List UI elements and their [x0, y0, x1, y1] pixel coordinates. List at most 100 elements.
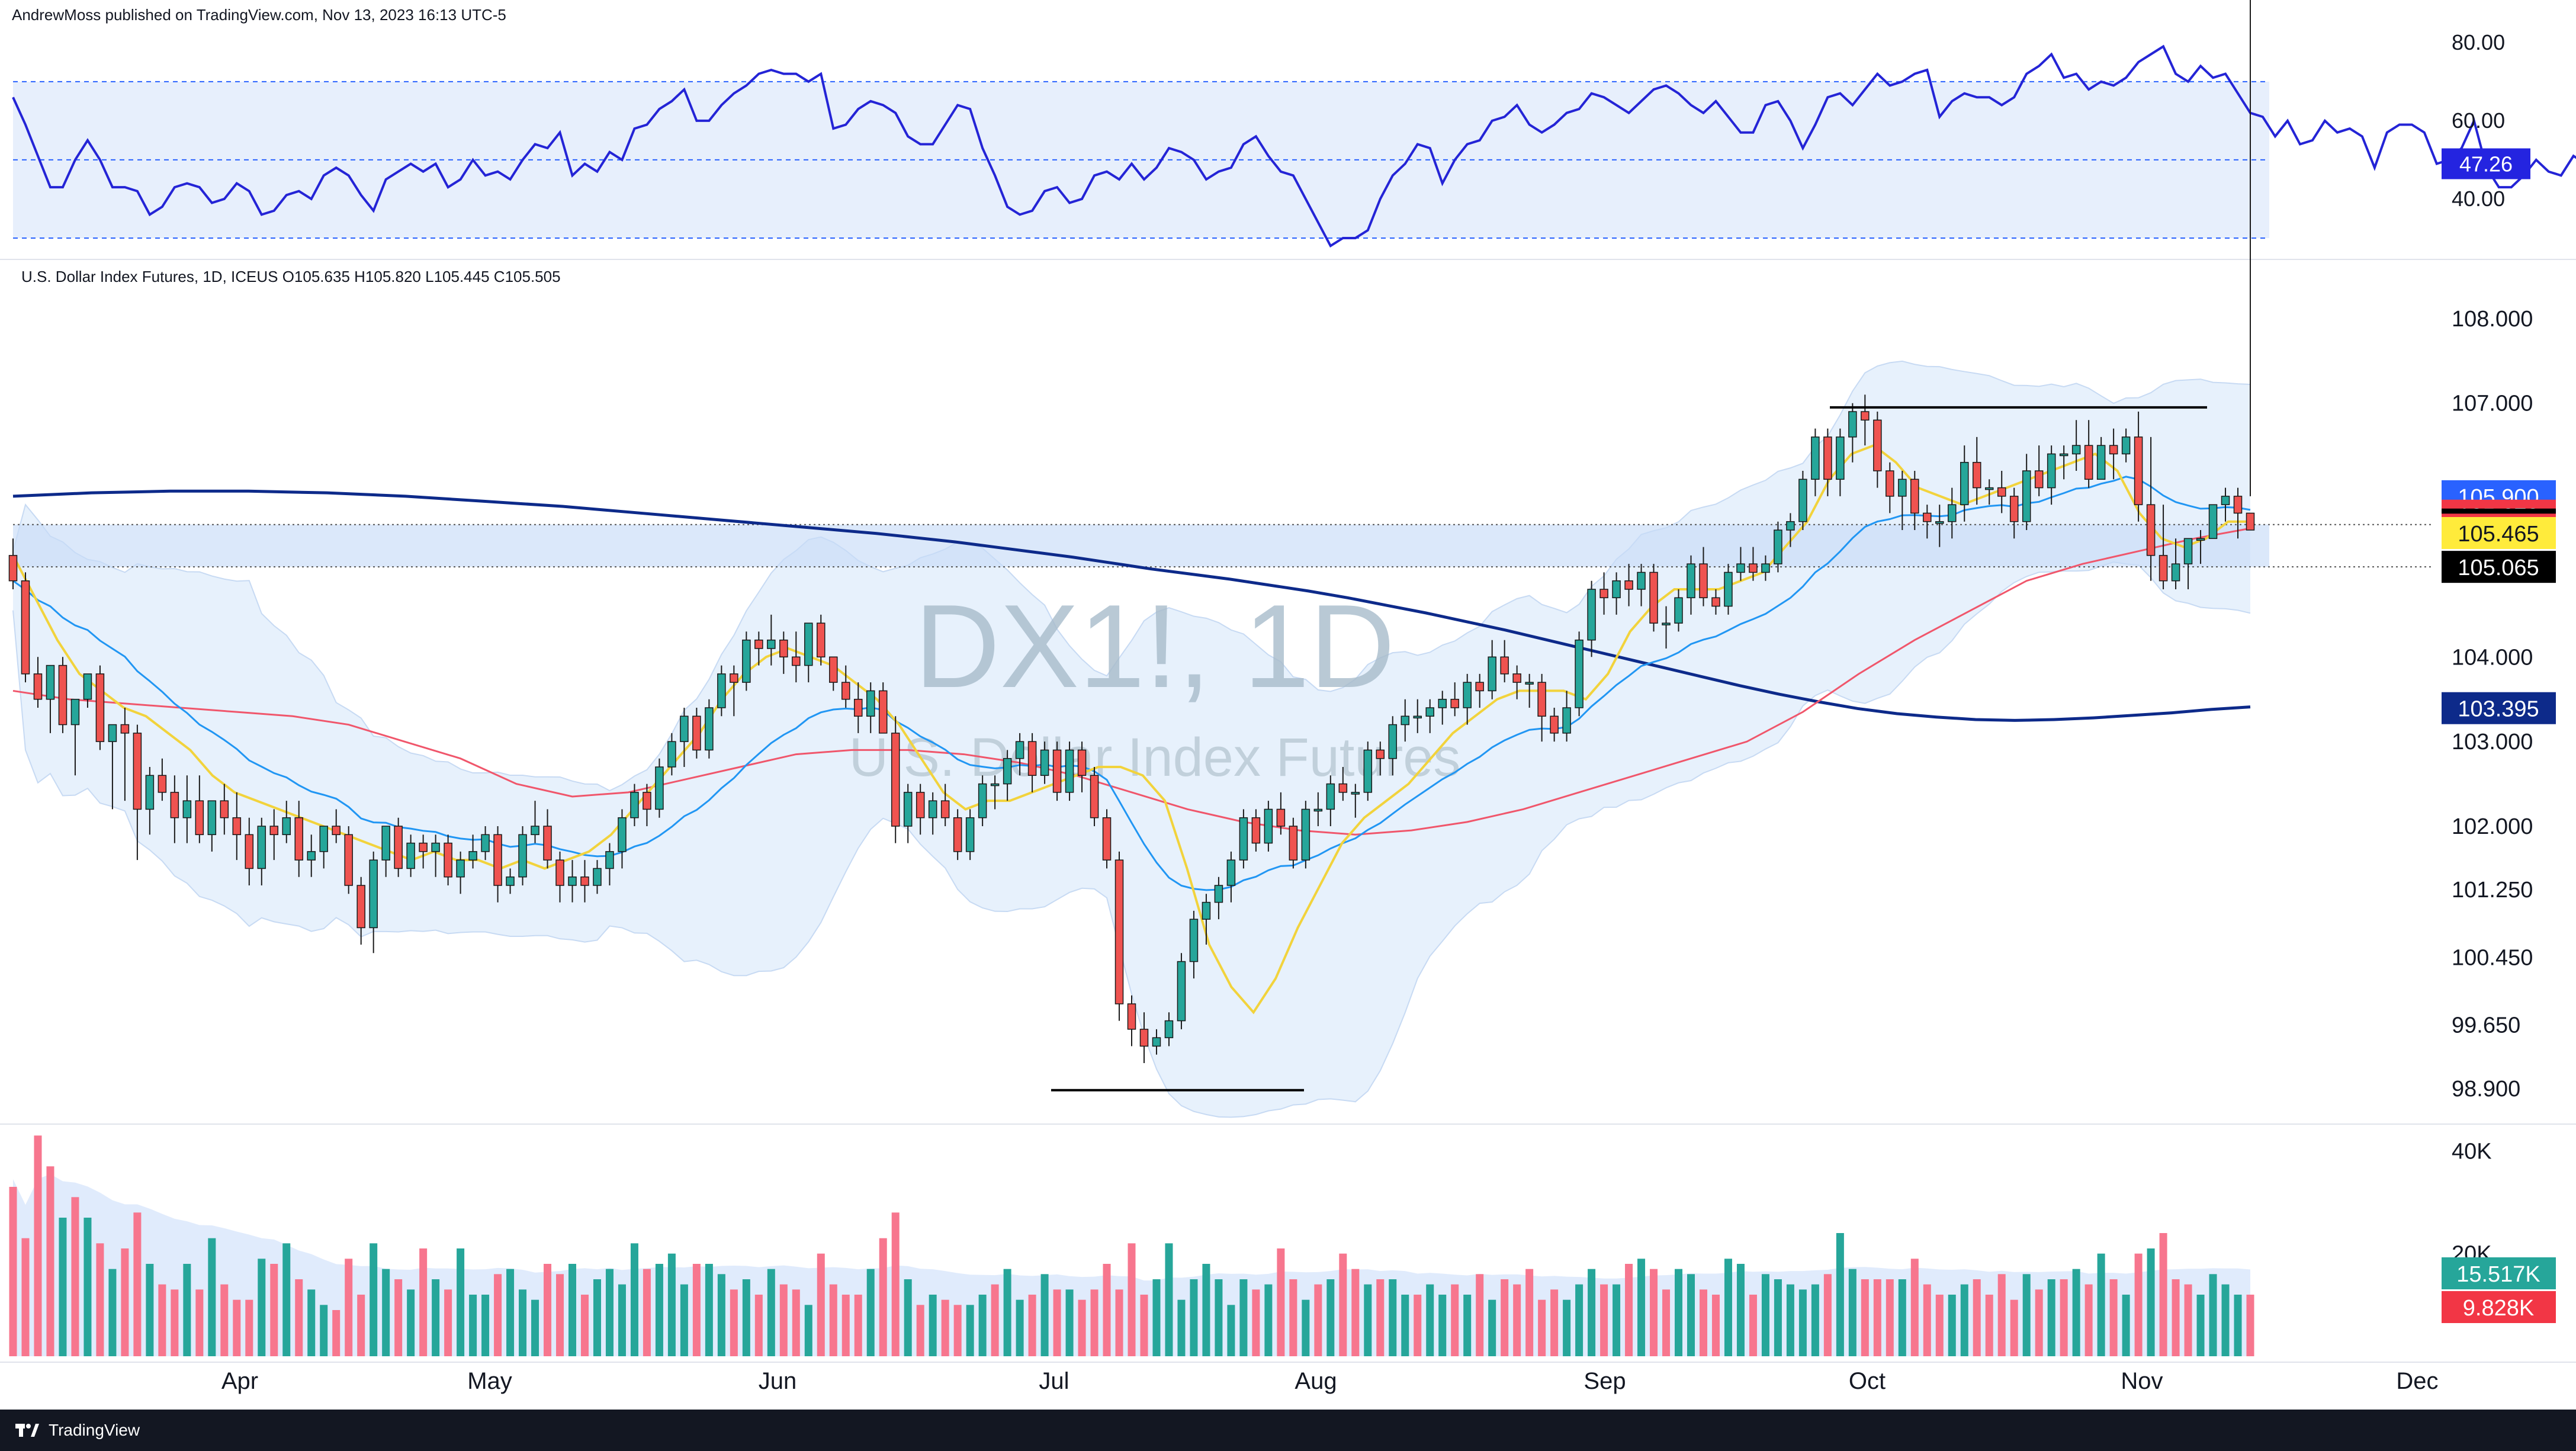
candle-down: [1997, 487, 2006, 497]
candle-down: [1090, 775, 1099, 818]
candle-up: [2183, 538, 2193, 564]
volume-bar-down: [854, 1295, 862, 1356]
volume-bar-down: [792, 1289, 800, 1356]
candle-down: [1599, 589, 1608, 599]
candle-up: [481, 834, 490, 852]
candle-up: [1736, 563, 1745, 573]
candle-down: [1910, 479, 1919, 514]
volume-bar-up: [966, 1305, 974, 1356]
price-tag: [2442, 692, 2556, 724]
volume-bar-up: [1575, 1284, 1583, 1356]
volume-bar-down: [1749, 1295, 1757, 1356]
price-tick-label: 108.000: [2452, 307, 2533, 332]
volume-bar-up: [183, 1264, 191, 1356]
tradingview-brand[interactable]: TradingView: [13, 1417, 140, 1444]
candle-up: [1662, 622, 1671, 625]
candle-down: [1861, 411, 1870, 421]
candle-up: [282, 817, 291, 836]
candle-down: [8, 555, 18, 582]
volume-bar-down: [1339, 1253, 1347, 1356]
candle-down: [2034, 470, 2044, 489]
candle-up: [742, 639, 751, 683]
candle-down: [643, 792, 651, 810]
candle-down: [891, 733, 900, 827]
volume-bar-up: [929, 1295, 937, 1356]
x-axis-label: Sep: [1583, 1368, 1626, 1394]
volume-bar-up: [1326, 1279, 1335, 1356]
price-tick-label: 103.000: [2452, 730, 2533, 755]
volume-bar-up: [370, 1243, 378, 1356]
volume-tag: [2442, 1257, 2556, 1289]
volume-bar-up: [1898, 1279, 1906, 1356]
candle-down: [754, 639, 763, 649]
candle-up: [903, 792, 913, 827]
x-axis-label: Aug: [1295, 1368, 1337, 1394]
candle-up: [506, 876, 515, 886]
volume-bar-down: [332, 1310, 341, 1356]
candle-up: [1587, 589, 1596, 641]
volume-bar-up: [457, 1248, 465, 1356]
volume-bar-up: [2097, 1253, 2105, 1356]
x-axis-label: May: [467, 1368, 512, 1394]
candle-up: [381, 826, 390, 861]
volume-bar-down: [817, 1253, 825, 1356]
candle-up: [2171, 563, 2180, 582]
volume-tag: [2442, 1291, 2556, 1323]
volume-bar-up: [481, 1295, 490, 1356]
volume-bar-up: [1637, 1259, 1646, 1356]
instrument-legend[interactable]: U.S. Dollar Index Futures, 1D, ICEUS O10…: [21, 268, 561, 285]
price-tag-label: 105.465: [2458, 522, 2539, 547]
volume-bar-up: [1488, 1299, 1496, 1356]
candle-down: [2084, 445, 2093, 480]
candle-down: [1550, 715, 1559, 734]
volume-tag-label: 15.517K: [2456, 1262, 2540, 1287]
candle-up: [1363, 749, 1373, 793]
candle-up: [1239, 817, 1248, 861]
volume-tick-label: 40K: [2452, 1139, 2492, 1164]
volume-bar-up: [1401, 1295, 1409, 1356]
volume-bar-down: [71, 1197, 79, 1356]
volume-bar-up: [1811, 1284, 1819, 1356]
candle-down: [1699, 563, 1708, 599]
volume-bar-up: [978, 1295, 987, 1356]
volume-bar-up: [1364, 1284, 1372, 1356]
candle-up: [1264, 808, 1273, 844]
candle-up: [1214, 885, 1223, 903]
price-tick-label: 100.450: [2452, 945, 2533, 970]
candle-up: [406, 842, 415, 869]
volume-bar-down: [158, 1284, 166, 1356]
volume-bar-up: [1848, 1269, 1856, 1356]
volume-bar-down: [9, 1187, 17, 1356]
candle-up: [965, 817, 975, 852]
ma200-line: [12, 489, 2251, 722]
candle-up: [655, 766, 664, 810]
volume-bar-down: [1128, 1243, 1136, 1356]
candle-down: [1923, 512, 1932, 522]
volume-bar-down: [991, 1284, 999, 1356]
volume-bar-down: [1277, 1248, 1285, 1356]
published-caption: AndrewMoss published on TradingView.com,…: [12, 6, 506, 24]
volume-bar-up: [1438, 1295, 1447, 1356]
candle-down: [841, 682, 850, 700]
volume-bar-up: [1202, 1264, 1210, 1356]
volume-bar-down: [1600, 1284, 1608, 1356]
candle-up: [1960, 461, 1969, 505]
volume-bar-down: [1650, 1269, 1658, 1356]
candle-up: [1189, 919, 1199, 962]
candle-up: [468, 851, 477, 861]
candle-down: [1537, 682, 1546, 717]
volume-bar-down: [891, 1212, 900, 1356]
candle-up: [108, 724, 117, 742]
candle-up: [2022, 470, 2031, 522]
candle-up: [1836, 436, 1845, 480]
candle-up: [1935, 521, 1944, 524]
volume-bar-down: [1314, 1284, 1322, 1356]
volume-bar-down: [1103, 1264, 1111, 1356]
candle-down: [1450, 698, 1459, 708]
candle-down: [1711, 597, 1720, 607]
volume-bar-down: [2184, 1284, 2192, 1356]
volume-bar-up: [146, 1264, 154, 1356]
candle-down: [1338, 783, 1348, 793]
volume-bar-down: [1997, 1274, 2006, 1356]
